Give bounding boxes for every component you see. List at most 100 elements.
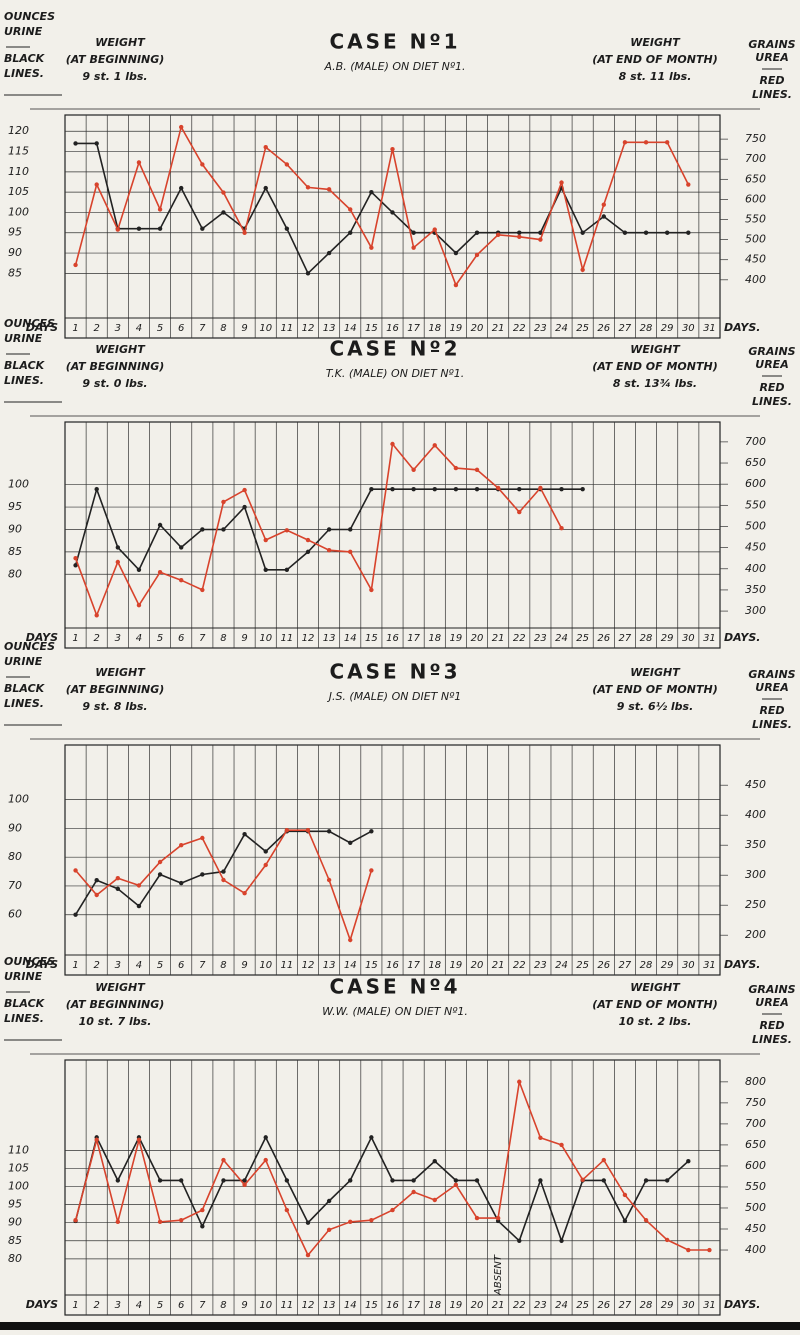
x-tick-label: 23 [534,633,547,644]
plot-frame [64,1059,721,1316]
x-tick-label: 20 [471,633,484,644]
data-point [157,859,163,865]
x-tick-label: 21 [492,323,505,334]
weight-end: (AT END OF MONTH) [592,683,717,696]
data-point [411,230,416,235]
x-tick-label: 7 [199,633,206,644]
y2-tick-label: 550 [745,498,766,511]
data-point [157,207,163,212]
x-tick-label: 31 [703,633,716,644]
data-point [136,567,142,572]
y-tick-label: 105 [8,1161,29,1174]
data-point [517,1238,522,1243]
x-tick-label: 22 [513,1300,526,1311]
x-tick-label: 3 [115,1300,121,1311]
data-point [284,828,290,833]
data-point [157,226,163,231]
data-point [242,891,247,896]
y-label: OUNCES [4,640,55,653]
data-point [284,567,290,572]
weight-end: 8 st. 13¾ lbs. [613,377,697,390]
y-label: URINE [4,970,43,983]
data-point [348,1219,353,1225]
data-point [326,527,332,532]
x-tick-label: 23 [534,323,547,334]
weight-start: 9 st. 1 lbs. [82,70,147,83]
x-tick-label: 18 [428,960,441,971]
x-tick-label: 9 [241,633,247,644]
data-point [538,1178,543,1183]
data-point [221,869,226,874]
data-point [390,441,395,447]
plot-frame [64,744,721,976]
x-tick-label: 29 [661,633,674,644]
data-point [73,912,78,917]
data-point [263,862,268,868]
data-point [348,840,353,846]
y-tick-label: 115 [8,145,29,158]
x-tick-label: 12 [302,1300,315,1311]
data-point [200,835,205,841]
chart-subtitle: J.S. (MALE) ON DIET Nº1 [327,690,462,703]
x-tick-label: 19 [450,633,463,644]
x-label-right: DAYS. [724,631,760,644]
x-tick-label: 20 [471,960,484,971]
y2-tick-label: 400 [745,808,766,821]
data-point [517,509,522,515]
annotation: ABSENT [493,1254,504,1296]
weight-end: (AT END OF MONTH) [592,53,717,66]
y-legend: LINES. [4,67,44,80]
x-tick-label: 27 [619,1300,632,1311]
data-point [601,214,606,219]
x-tick-label: 11 [280,633,293,644]
data-point [411,1189,416,1195]
data-point [73,262,78,268]
y2-tick-label: 350 [745,838,766,851]
y2-label: GRAINS [748,983,795,996]
chart: OUNCES URINE BLACK LINES. WEIGHT (AT BEGINNIN… [4,317,796,649]
data-point [348,207,353,212]
data-point [664,230,670,235]
data-point [73,563,78,568]
data-point [115,886,121,892]
data-point [686,1159,691,1164]
y-tick-label: 100 [8,1180,29,1193]
y-tick-label: 110 [8,1143,29,1156]
data-point [432,443,437,448]
data-point [326,877,332,883]
x-tick-label: 30 [682,1300,695,1311]
data-point [453,1182,459,1188]
x-tick-label: 8 [220,960,226,971]
y2-legend: LINES. [752,1033,792,1046]
x-tick-label: 19 [450,1300,463,1311]
chart-title: CASE Nº2 [329,337,460,361]
x-tick-label: 4 [136,633,142,644]
data-point [559,180,564,185]
data-point [664,140,670,145]
chart-title: CASE Nº3 [329,660,460,684]
data-point [390,486,395,492]
data-point [157,1178,163,1183]
x-tick-label: 6 [178,633,184,644]
y-tick-label: 100 [8,205,29,218]
data-point [580,230,585,235]
x-tick-label: 24 [555,633,568,644]
x-tick-label: 11 [280,323,293,334]
x-tick-label: 26 [597,960,610,971]
data-point [263,567,268,572]
data-point [432,486,437,492]
data-point [221,499,226,505]
data-point [200,872,205,877]
x-tick-label: 14 [344,1300,357,1311]
y2-tick-label: 550 [745,213,766,226]
x-tick-label: 4 [136,323,142,334]
data-point [559,1238,564,1243]
x-tick-label: 30 [682,960,695,971]
x-tick-label: 7 [199,323,206,334]
weight-end: WEIGHT [630,343,681,356]
x-tick-label: 28 [640,1300,653,1311]
x-tick-label: 31 [703,323,716,334]
x-tick-label: 6 [178,1300,184,1311]
x-tick-label: 14 [344,323,357,334]
